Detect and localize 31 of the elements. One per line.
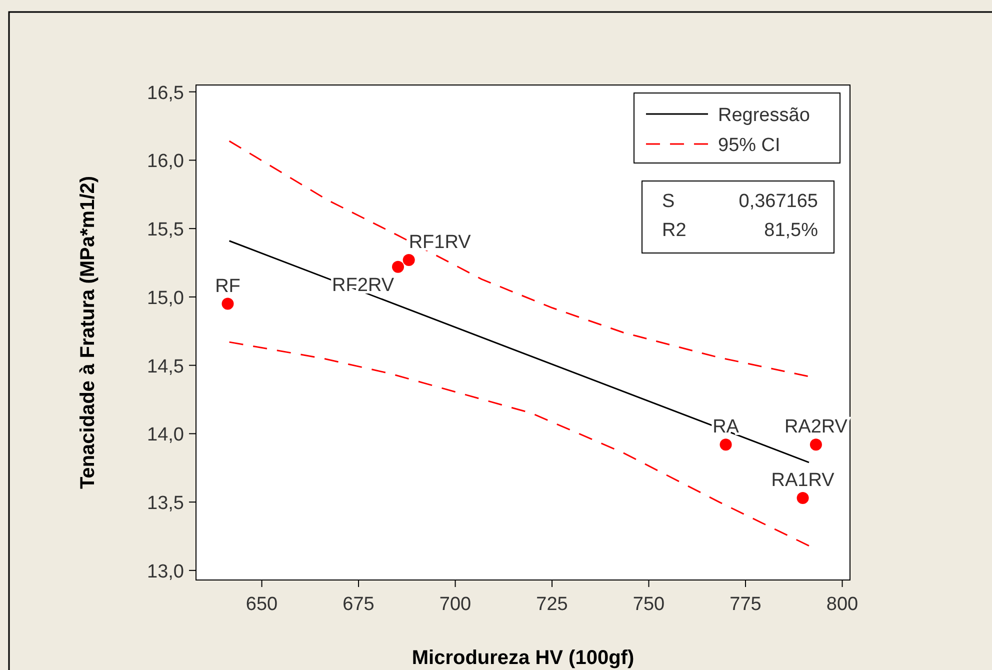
- point: [392, 260, 404, 273]
- legend-label: 95% CI: [718, 135, 780, 156]
- x-tick-label: 750: [632, 594, 665, 615]
- y-tick-label: 15,5: [147, 220, 184, 241]
- annotation: RF1RV: [408, 232, 472, 254]
- x-tick-label: 725: [536, 594, 568, 615]
- point: [222, 298, 234, 310]
- x-tick-label: 650: [246, 594, 278, 615]
- x-tick-label: 675: [342, 594, 374, 615]
- x-tick-label: 775: [730, 594, 762, 615]
- y-tick-label: 14,0: [147, 424, 184, 446]
- annotation: RF: [215, 276, 240, 297]
- text: S 0,367165: [662, 191, 818, 212]
- y-tick-label: 13,0: [147, 561, 184, 582]
- y-tick-label: 16,5: [147, 82, 184, 104]
- point: [796, 492, 809, 504]
- point: [810, 438, 822, 451]
- annotation: RA1RV: [771, 470, 835, 491]
- annotation: RA2RV: [784, 416, 848, 438]
- point: [402, 254, 415, 266]
- x-tick-label: 800: [826, 594, 858, 615]
- y-axis-title: Tenacidade à Fratura (MPa*m1/2): [77, 176, 99, 490]
- x-tick-label: 700: [439, 594, 472, 615]
- y-tick-label: 13,5: [147, 493, 184, 514]
- y-tick-label: 16,0: [147, 151, 184, 172]
- y-tick-label: 15,0: [147, 288, 184, 309]
- legend-label: Regressão: [718, 105, 810, 126]
- text: R2 81,5%: [662, 220, 818, 241]
- x-axis-title: Microdureza HV (100gf): [412, 647, 634, 669]
- point: [720, 438, 732, 451]
- y-tick-label: 14,5: [147, 356, 184, 378]
